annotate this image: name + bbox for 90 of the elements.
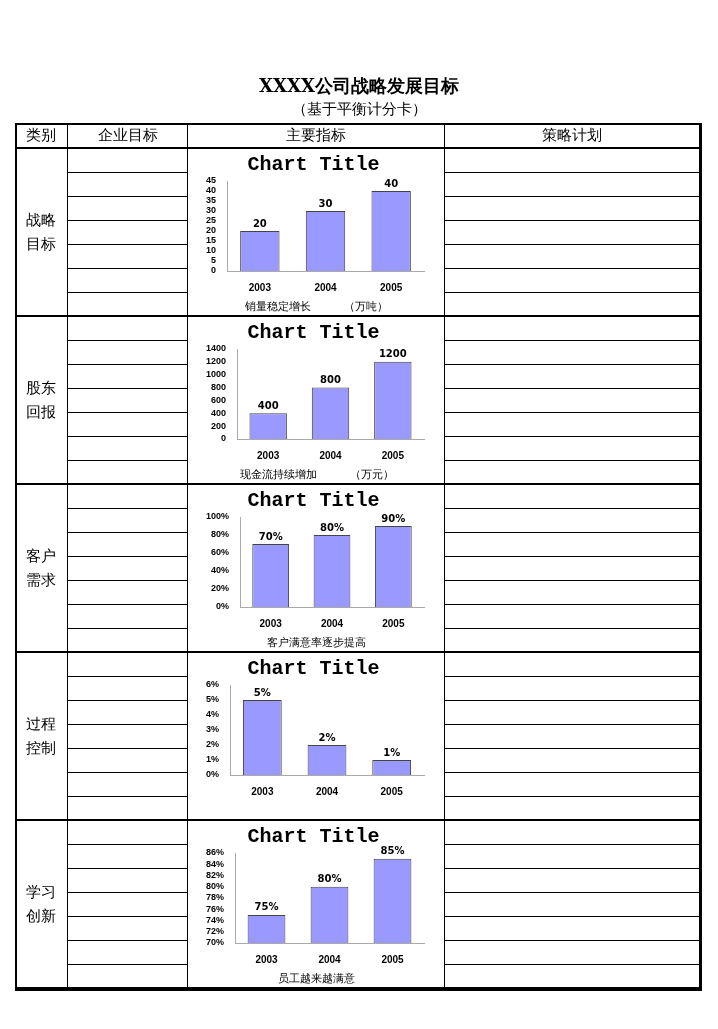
x-tick-label: 2003 (248, 281, 272, 293)
text: （基于平衡计分卡） (290, 100, 428, 119)
y-tick-label: 35 (206, 195, 217, 206)
y-tick-label: 1400 (205, 343, 227, 354)
x-tick-label: 2005 (380, 785, 404, 797)
y-tick-label: 30 (206, 205, 217, 216)
text: 主要指标 (188, 123, 445, 149)
data-label: 400 (257, 399, 279, 411)
x-tick-label: 2004 (318, 953, 342, 965)
x-tick-label: 2004 (320, 617, 344, 629)
chart-title: Chart Title (247, 489, 380, 513)
x-tick-label: 2003 (257, 449, 280, 461)
y-tick-label: 0 (211, 265, 217, 276)
x-tick-label: 2003 (259, 617, 283, 629)
x-tick-label: 2004 (315, 785, 339, 797)
data-label: 90% (381, 512, 406, 524)
y-tick-label: 20 (206, 225, 217, 236)
y-tick-label: 5% (205, 694, 220, 705)
y-tick-label: 80% (211, 529, 230, 540)
data-label: 80% (320, 521, 344, 533)
y-tick-label: 2% (205, 739, 220, 750)
data-label: 20 (252, 217, 267, 229)
y-tick-label: 600 (210, 394, 227, 405)
text: 客户需求 (25, 546, 57, 591)
x-tick-label: 2005 (381, 449, 405, 461)
y-tick-label: 40% (211, 565, 230, 576)
chart-title: Chart Title (247, 825, 380, 849)
text: 学习创新 (25, 882, 57, 927)
x-tick-label: 2005 (380, 281, 403, 293)
data-label: 800 (320, 374, 341, 386)
chart-title: Chart Title (247, 321, 380, 345)
chart-title: Chart Title (247, 657, 380, 681)
text: 员工越来越满意 (277, 971, 356, 986)
y-tick-label: 0% (205, 769, 220, 780)
y-tick-label: 5 (211, 255, 217, 266)
y-tick-label: 1% (205, 754, 220, 765)
y-tick-label: 82% (206, 869, 225, 880)
text: 客户满意率逐步提高 (266, 635, 367, 650)
y-tick-label: 200 (210, 420, 227, 431)
y-tick-label: 80% (206, 881, 225, 892)
y-tick-label: 40 (206, 185, 217, 196)
data-label: 30 (318, 197, 333, 209)
y-tick-label: 100% (205, 511, 230, 522)
x-tick-label: 2004 (319, 449, 343, 461)
y-tick-label: 76% (206, 903, 225, 914)
y-tick-label: 20% (211, 583, 230, 594)
data-label: 1200 (378, 348, 407, 360)
text: 现金流持续增加 （万元） (238, 467, 395, 482)
data-label: 85% (380, 845, 405, 857)
chart-title: Chart Title (247, 153, 380, 177)
y-tick-label: 72% (206, 926, 225, 937)
y-tick-label: 70% (206, 937, 225, 948)
y-tick-label: 0% (216, 601, 230, 612)
text: 股东回报 (25, 378, 57, 423)
x-tick-label: 2005 (381, 953, 405, 965)
x-tick-label: 2005 (382, 617, 405, 629)
y-tick-label: 60% (211, 547, 230, 558)
y-tick-label: 4% (205, 709, 220, 720)
data-label: 1% (383, 746, 401, 758)
text: 企业目标 (68, 123, 188, 149)
text: 策略计划 (445, 123, 700, 149)
data-label: 2% (318, 731, 336, 743)
x-tick-label: 2003 (251, 785, 274, 797)
data-label: 70% (258, 530, 283, 542)
y-tick-label: 84% (206, 858, 225, 869)
y-tick-label: 45 (206, 175, 217, 186)
y-tick-label: 10 (206, 245, 217, 256)
x-tick-label: 2003 (255, 953, 279, 965)
y-tick-label: 6% (205, 679, 220, 690)
text: 战略目标 (25, 210, 57, 255)
y-tick-label: 25 (206, 215, 217, 226)
y-tick-label: 3% (205, 724, 220, 735)
data-label: 5% (253, 686, 271, 698)
text: 销量稳定增长 （万吨） (244, 299, 389, 314)
text: 过程控制 (25, 714, 57, 759)
y-tick-label: 1200 (205, 356, 227, 367)
y-tick-label: 78% (206, 892, 225, 903)
data-label: 75% (254, 901, 279, 913)
data-label: 80% (317, 873, 342, 885)
y-tick-label: 800 (210, 382, 227, 393)
x-tick-label: 2004 (314, 281, 338, 293)
y-tick-label: 15 (206, 235, 217, 246)
data-label: 40 (384, 177, 399, 189)
y-tick-label: 400 (210, 407, 227, 418)
y-tick-label: 0 (221, 433, 227, 444)
text: XXXX公司战略发展目标 (258, 74, 460, 98)
y-tick-label: 74% (206, 914, 225, 925)
text: 类别 (15, 123, 68, 149)
y-tick-label: 86% (206, 847, 225, 858)
y-tick-label: 1000 (205, 369, 227, 380)
